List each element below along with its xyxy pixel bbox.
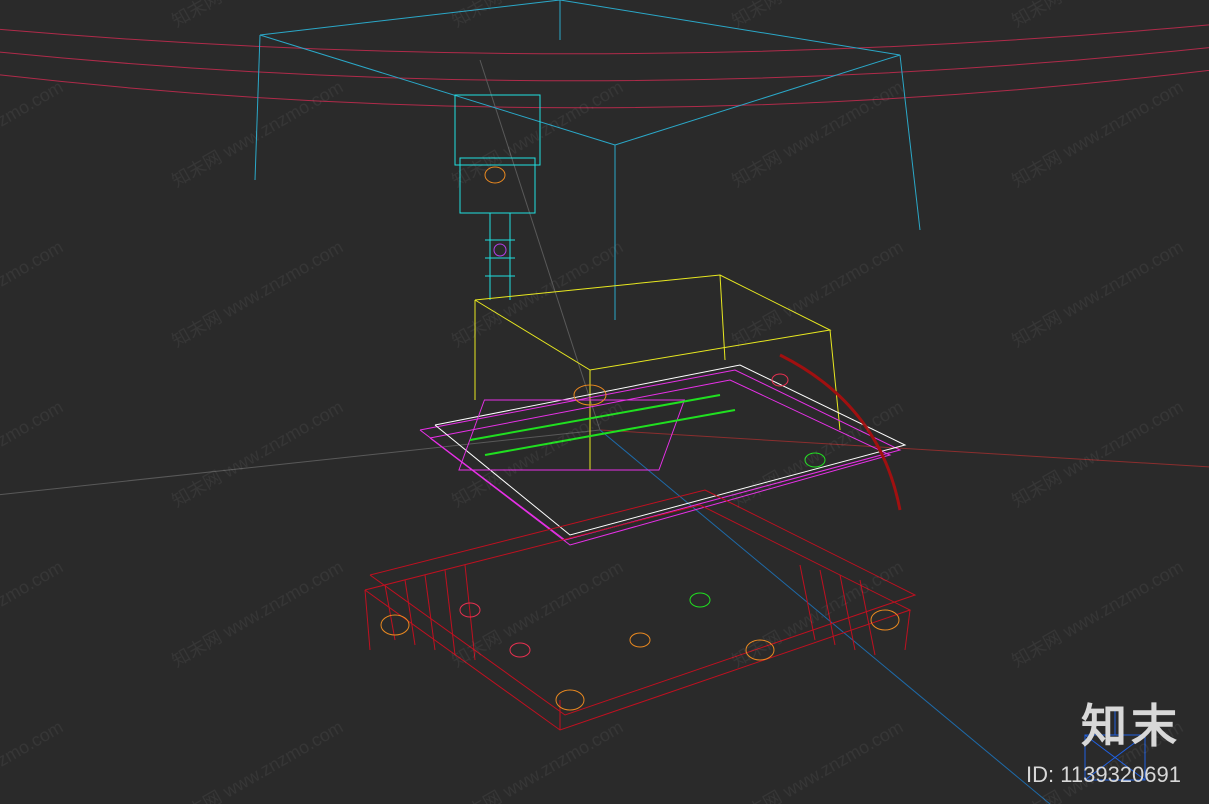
mid-platform-wire: [420, 365, 905, 545]
3d-viewport[interactable]: 知末网 www.znzmo.com知末网 www.znzmo.com知末网 ww…: [0, 0, 1209, 804]
base-frame-wire: [365, 490, 915, 730]
room-helper-box: [255, 0, 920, 320]
environment-sphere-wire: [0, 20, 1209, 108]
transform-gizmo[interactable]: [1085, 710, 1145, 780]
wireframe-scene[interactable]: [0, 0, 1209, 804]
green-accents: [470, 395, 735, 455]
wheel-accents: [381, 385, 899, 710]
tower-wire: [455, 95, 540, 300]
red-awning-curve: [780, 355, 900, 510]
ground-grid: [0, 60, 1209, 804]
